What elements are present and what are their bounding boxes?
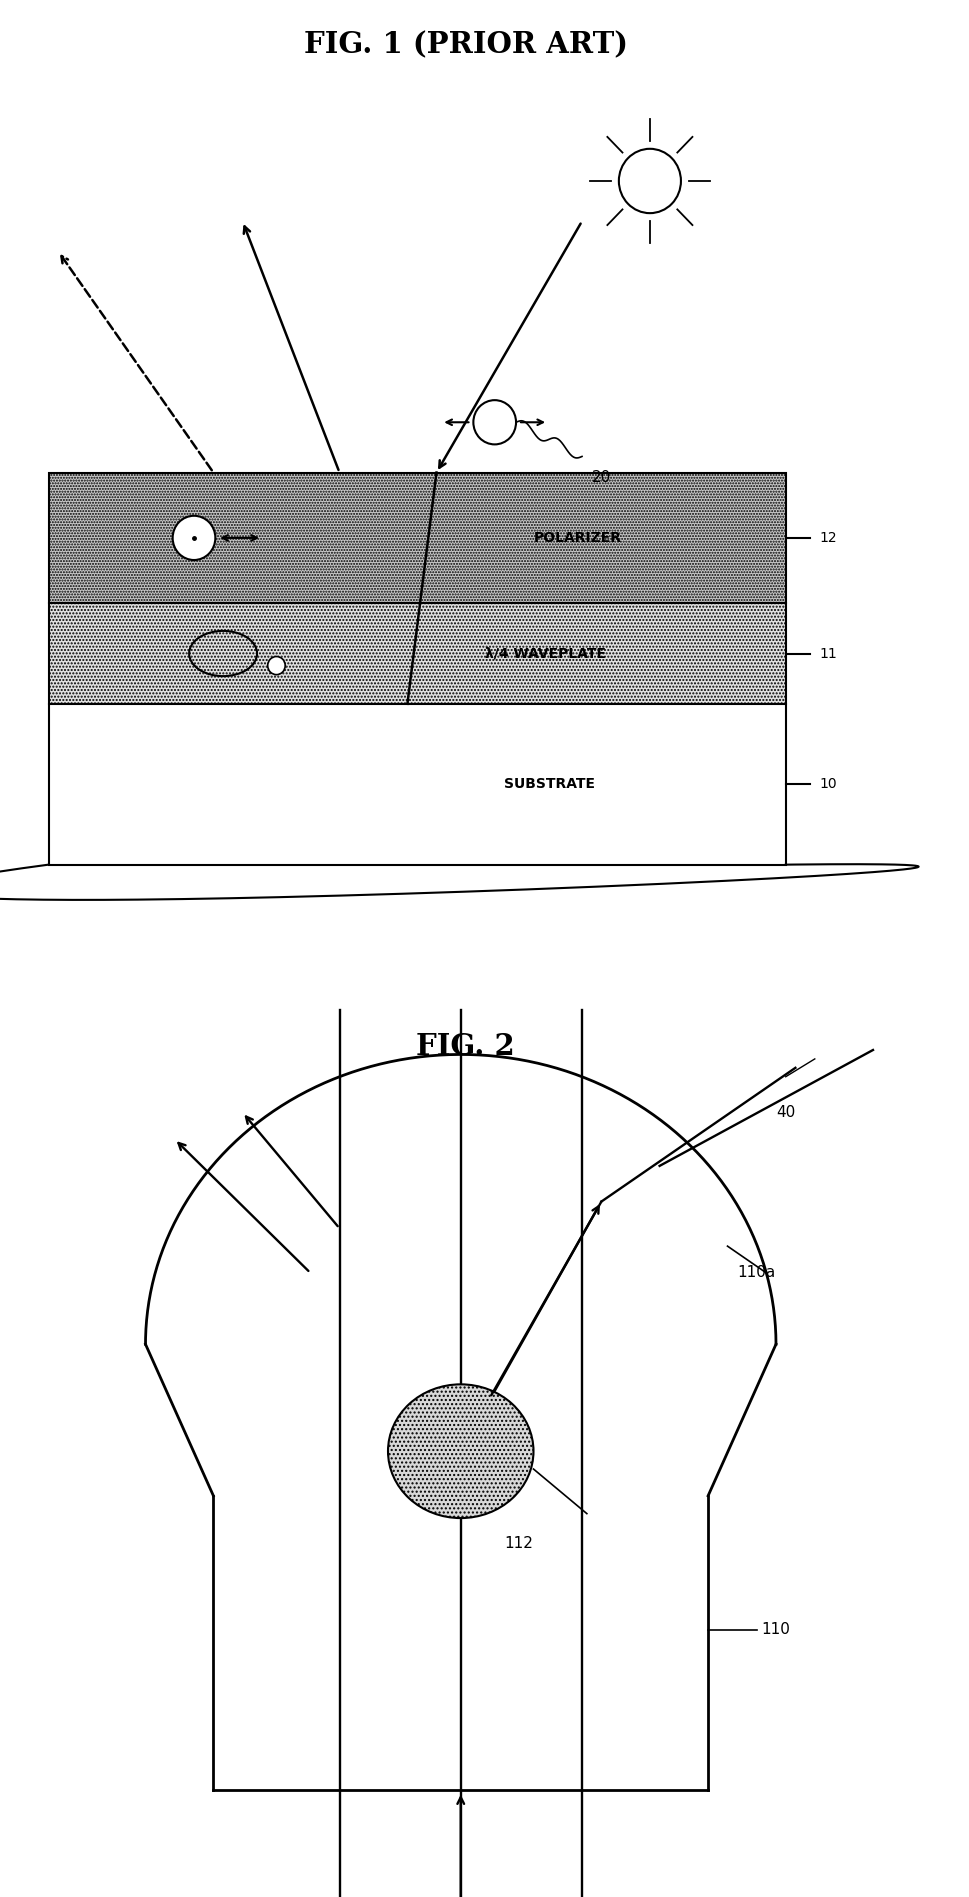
Bar [48,472,785,603]
Text: POLARIZER: POLARIZER [533,531,621,544]
Circle shape [172,516,215,560]
Text: λ/4 WAVEPLATE: λ/4 WAVEPLATE [484,647,606,660]
Circle shape [473,400,516,444]
Circle shape [388,1385,533,1518]
Text: 110a: 110a [736,1265,774,1280]
Bar [48,704,785,865]
Text: 12: 12 [819,531,836,544]
Text: 112: 112 [504,1537,533,1552]
Circle shape [267,656,285,675]
Text: FIG. 2: FIG. 2 [416,1032,515,1060]
Text: 10: 10 [819,778,836,791]
Text: SUBSTRATE: SUBSTRATE [504,778,595,791]
Text: 40: 40 [775,1104,795,1119]
Circle shape [618,148,680,212]
Text: 11: 11 [819,647,836,660]
Bar [48,603,785,704]
Text: 20: 20 [591,470,610,486]
Text: 110: 110 [761,1622,790,1637]
Text: FIG. 1 (PRIOR ART): FIG. 1 (PRIOR ART) [303,30,627,59]
